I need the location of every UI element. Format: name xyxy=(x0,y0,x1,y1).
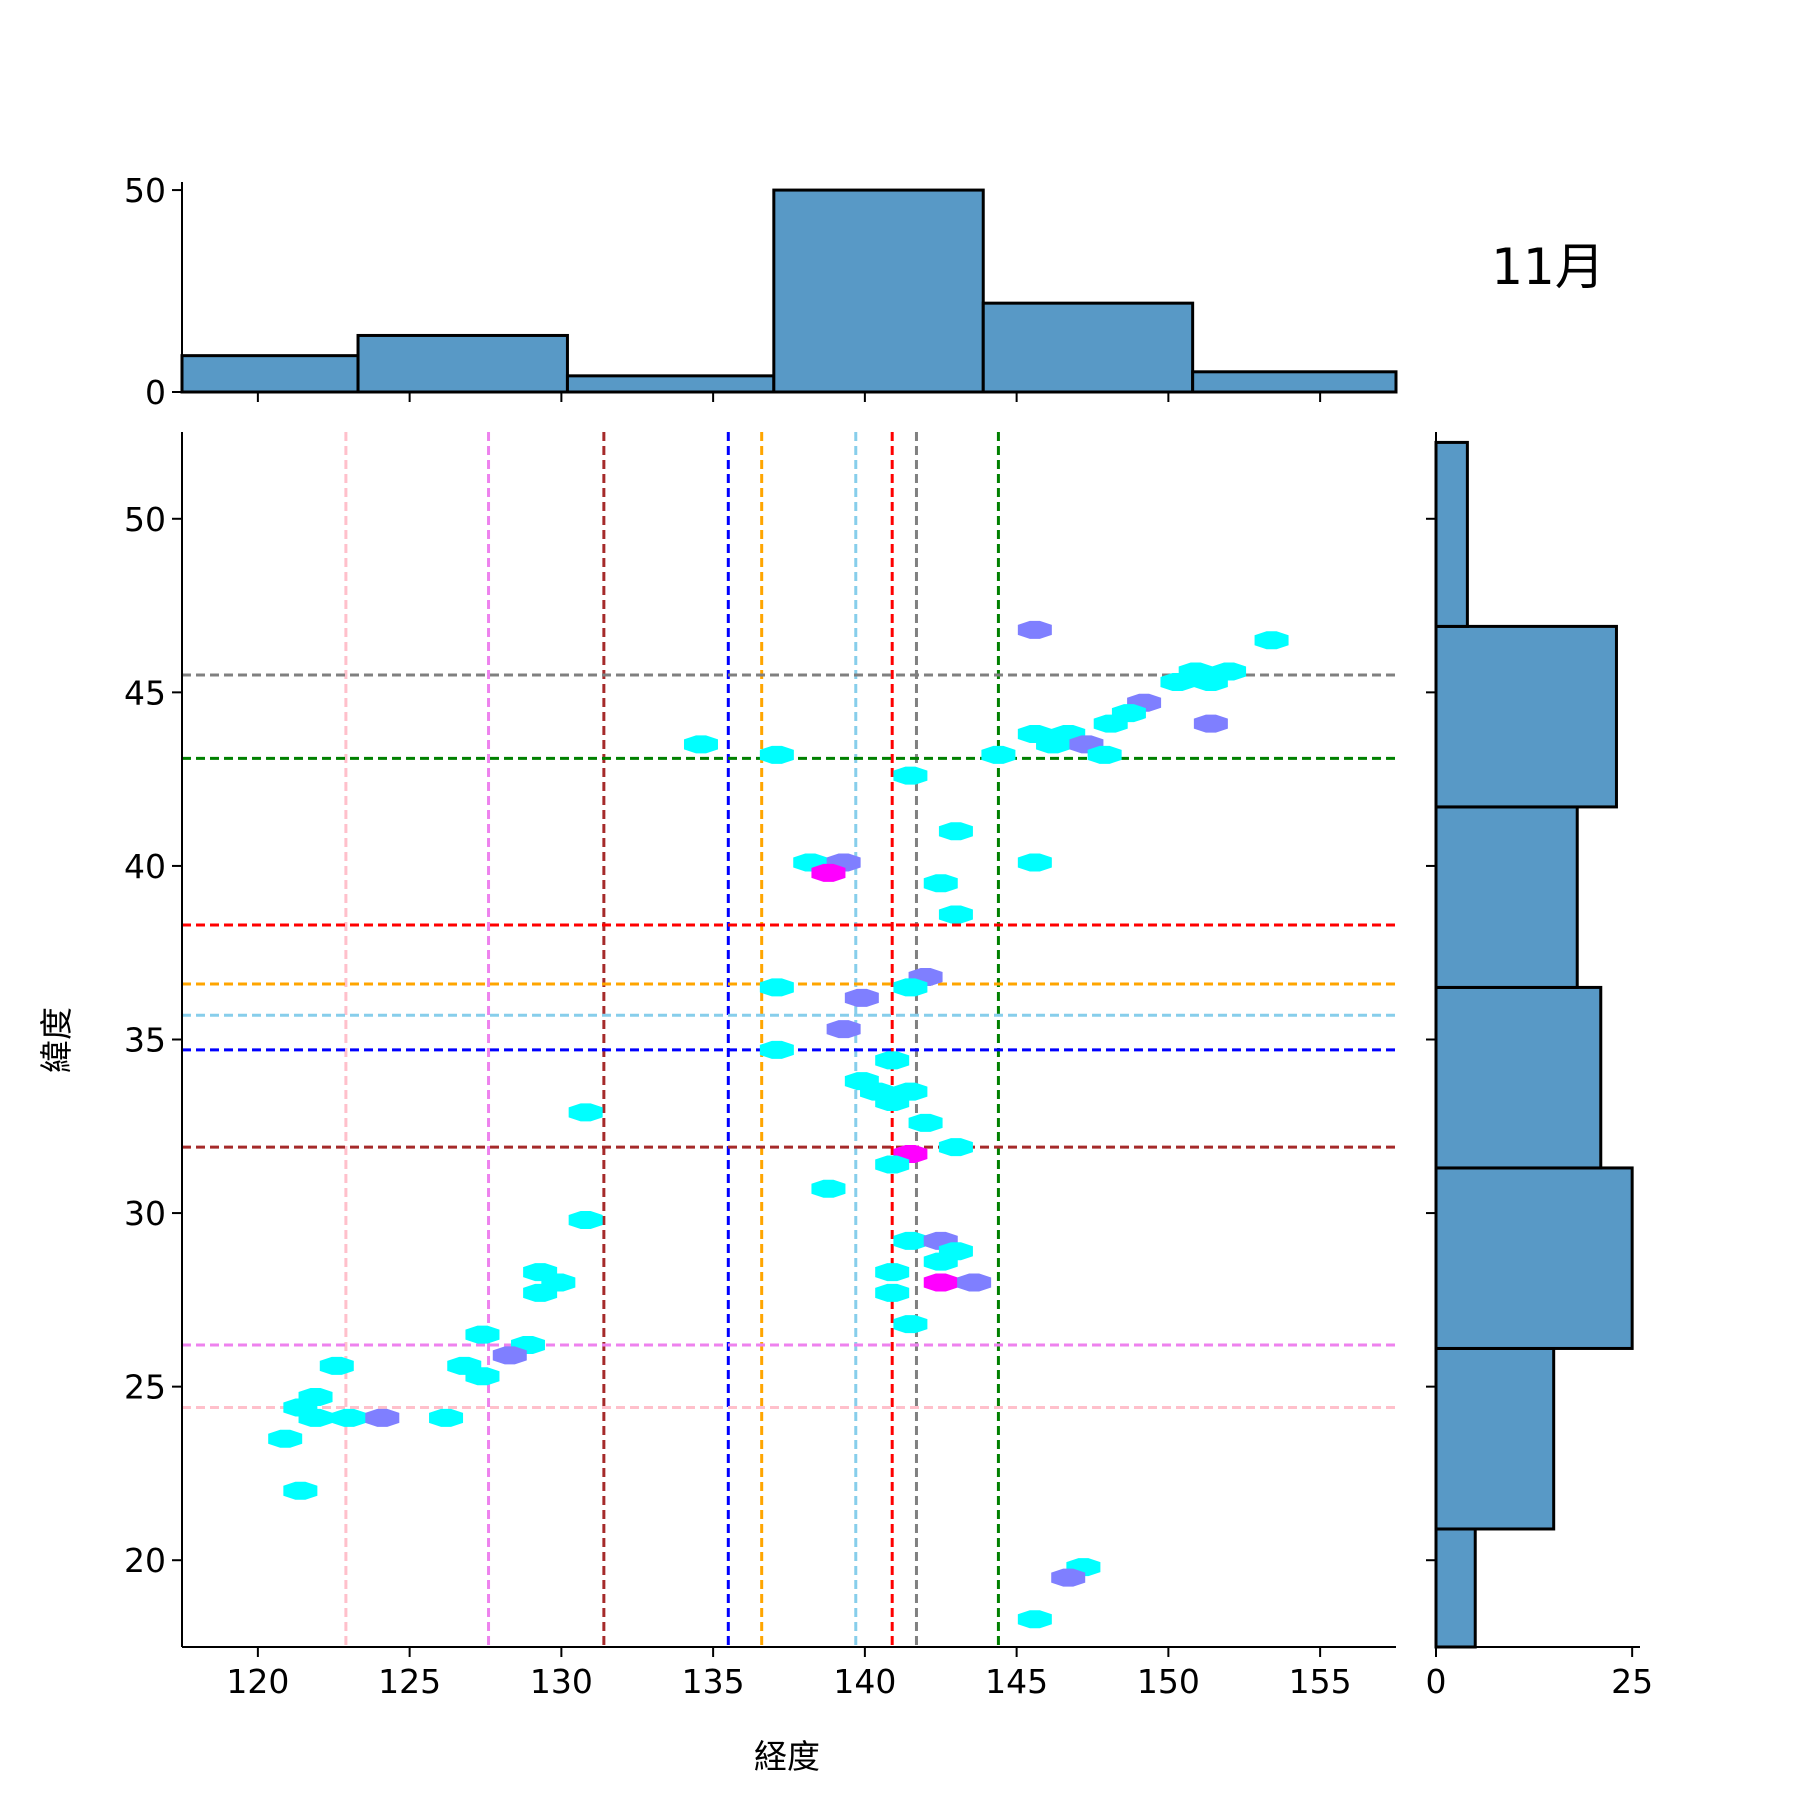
top-hist-bar xyxy=(180,354,360,394)
y-tick-label: 35 xyxy=(124,1021,166,1060)
hexbin-cell xyxy=(957,1273,992,1292)
hexbin-cell xyxy=(1254,631,1289,650)
right-marginal-histogram: 0 25 xyxy=(1426,432,1653,1701)
hexbin-cell xyxy=(1087,745,1122,764)
hexbin-cell xyxy=(875,1283,910,1302)
top-hist-bar xyxy=(356,333,569,394)
x-tick-label: 125 xyxy=(378,1662,441,1701)
x-tick-label: 150 xyxy=(1137,1662,1200,1701)
vertical-reference-lines xyxy=(344,432,1000,1647)
top-hist-bar xyxy=(981,301,1195,394)
hexbin-cell xyxy=(298,1408,333,1427)
right-hist-x-tick-label: 25 xyxy=(1611,1662,1653,1701)
y-tick-label: 50 xyxy=(124,500,166,539)
main-hexbin-plot xyxy=(182,432,1396,1647)
top-hist-bar xyxy=(565,374,776,394)
hexbin-cell xyxy=(568,1211,603,1230)
hexbin-cell xyxy=(429,1408,464,1427)
x-tick-label: 140 xyxy=(833,1662,896,1701)
hexbin-cell xyxy=(923,1273,958,1292)
hexbin-cell xyxy=(938,905,973,924)
hexbin-cell xyxy=(1160,672,1195,691)
hexbin-cell xyxy=(1193,714,1228,733)
hexbin-cell xyxy=(759,978,794,997)
right-hist-bar xyxy=(1434,1346,1556,1531)
right-hist-x-tick-label: 0 xyxy=(1426,1662,1447,1701)
y-axis-label: 緯度 xyxy=(37,1007,76,1073)
y-tick-label: 30 xyxy=(124,1194,166,1233)
right-hist-bar xyxy=(1434,624,1618,809)
x-axis-label: 経度 xyxy=(754,1737,820,1776)
y-tick-label: 20 xyxy=(124,1541,166,1580)
axes: 120 125 130 135 140 145 150 155 20 25 30 35 40 45 50 xyxy=(124,392,1436,1701)
hexbin-cell xyxy=(826,1020,861,1039)
y-tick-label: 40 xyxy=(124,847,166,886)
hexbin-cell xyxy=(759,1040,794,1059)
hexbin-cell xyxy=(492,1346,527,1365)
hexbin-cell xyxy=(893,1231,928,1250)
hexbin-cell xyxy=(981,745,1016,764)
right-hist-bar xyxy=(1434,1166,1634,1350)
hexbin-cell xyxy=(759,745,794,764)
hexbin-cell xyxy=(465,1367,500,1386)
hexbin-cell xyxy=(938,822,973,841)
hexbin-cell xyxy=(875,1155,910,1174)
hexbin-cell xyxy=(1036,735,1071,754)
hexbin-cell xyxy=(568,1103,603,1122)
hexbin-cell xyxy=(319,1356,354,1375)
x-tick-label: 130 xyxy=(530,1662,593,1701)
hexbin-cell xyxy=(683,735,718,754)
hexbin-cell xyxy=(523,1283,558,1302)
top-hist-bar xyxy=(772,188,985,394)
hexbin-cell xyxy=(1093,714,1128,733)
top-hist-y-tick-label: 0 xyxy=(145,373,166,412)
hexbin-cell xyxy=(844,988,879,1007)
hexbin-cell xyxy=(1193,672,1228,691)
chart-title: 11月 xyxy=(1491,238,1605,296)
hexbin-cell xyxy=(923,1252,958,1271)
top-marginal-histogram: 0 50 xyxy=(124,171,1398,412)
hexbin-cell xyxy=(893,1315,928,1334)
hexbin-cell xyxy=(465,1325,500,1344)
right-hist-bar xyxy=(1434,1527,1477,1649)
hexbin-cell xyxy=(893,766,928,785)
hexbin-cell xyxy=(875,1051,910,1070)
hexbin-cell xyxy=(283,1481,318,1500)
x-tick-label: 135 xyxy=(682,1662,745,1701)
hexbin-cell xyxy=(923,874,958,893)
hexbin-cell xyxy=(331,1408,366,1427)
hexbin-cell xyxy=(1017,853,1052,872)
hexbin-cell xyxy=(1017,620,1052,639)
x-tick-label: 155 xyxy=(1289,1662,1352,1701)
hexbin-cell xyxy=(875,1263,910,1282)
hexbin-cell xyxy=(908,1113,943,1132)
y-tick-label: 45 xyxy=(124,673,166,712)
hexbin-cell xyxy=(365,1408,400,1427)
right-hist-bar xyxy=(1434,985,1603,1170)
hexbin-cell xyxy=(1051,1568,1086,1587)
x-tick-label: 120 xyxy=(226,1662,289,1701)
hexbin-cell xyxy=(893,978,928,997)
hexbin-cell xyxy=(875,1092,910,1111)
right-hist-bar xyxy=(1434,440,1469,628)
hexbin-cell xyxy=(268,1429,303,1448)
hexbin-cell xyxy=(811,863,846,882)
hexbin-cell xyxy=(811,1179,846,1198)
top-hist-bar xyxy=(1191,370,1398,394)
hexbin-cell xyxy=(938,1138,973,1157)
hexbin-cells xyxy=(268,620,1289,1629)
top-hist-y-tick-label: 50 xyxy=(124,171,166,210)
x-tick-label: 145 xyxy=(985,1662,1048,1701)
right-hist-bar xyxy=(1434,805,1579,989)
y-tick-label: 25 xyxy=(124,1368,166,1407)
horizontal-reference-lines xyxy=(182,673,1396,1409)
hexbin-cell xyxy=(1017,1610,1052,1629)
